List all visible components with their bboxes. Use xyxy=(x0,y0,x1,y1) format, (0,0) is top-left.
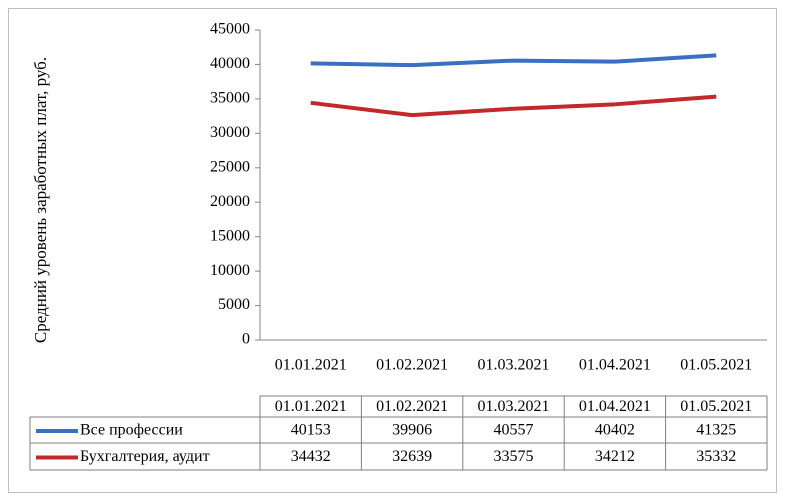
x-tick-label: 01.01.2021 xyxy=(275,357,347,374)
table-value: 34432 xyxy=(291,448,331,465)
y-tick-label: 25000 xyxy=(210,158,250,175)
table-header: 01.04.2021 xyxy=(579,398,651,415)
table-header: 01.03.2021 xyxy=(478,398,550,415)
y-tick-label: 20000 xyxy=(210,193,250,210)
table-header: 01.05.2021 xyxy=(680,398,752,415)
y-tick-label: 5000 xyxy=(218,296,250,313)
table-value: 33575 xyxy=(494,448,534,465)
y-tick-label: 35000 xyxy=(210,90,250,107)
x-tick-label: 01.02.2021 xyxy=(376,357,448,374)
y-axis-label: Средний уровень заработных плат, руб. xyxy=(31,56,50,344)
y-tick-label: 45000 xyxy=(210,21,250,38)
table-value: 32639 xyxy=(392,448,432,465)
table-header: 01.01.2021 xyxy=(275,398,347,415)
legend-label: Бухгалтерия, аудит xyxy=(80,448,210,465)
y-tick-label: 30000 xyxy=(210,124,250,141)
table-value: 34212 xyxy=(595,448,635,465)
series-line xyxy=(310,53,717,68)
table-value: 40153 xyxy=(291,422,331,439)
series-line xyxy=(310,94,717,118)
table-header: 01.02.2021 xyxy=(376,398,448,415)
table-value: 35332 xyxy=(696,448,736,465)
y-tick-label: 0 xyxy=(242,331,250,348)
x-tick-label: 01.05.2021 xyxy=(680,357,752,374)
chart-border xyxy=(8,8,777,493)
y-tick-label: 10000 xyxy=(210,262,250,279)
table-value: 40557 xyxy=(494,422,534,439)
table-value: 40402 xyxy=(595,422,635,439)
legend-label: Все профессии xyxy=(80,422,183,439)
x-tick-label: 01.04.2021 xyxy=(579,357,651,374)
y-tick-label: 15000 xyxy=(210,227,250,244)
x-tick-label: 01.03.2021 xyxy=(478,357,550,374)
y-tick-label: 40000 xyxy=(210,55,250,72)
table-value: 39906 xyxy=(392,422,432,439)
table-value: 41325 xyxy=(696,422,736,439)
